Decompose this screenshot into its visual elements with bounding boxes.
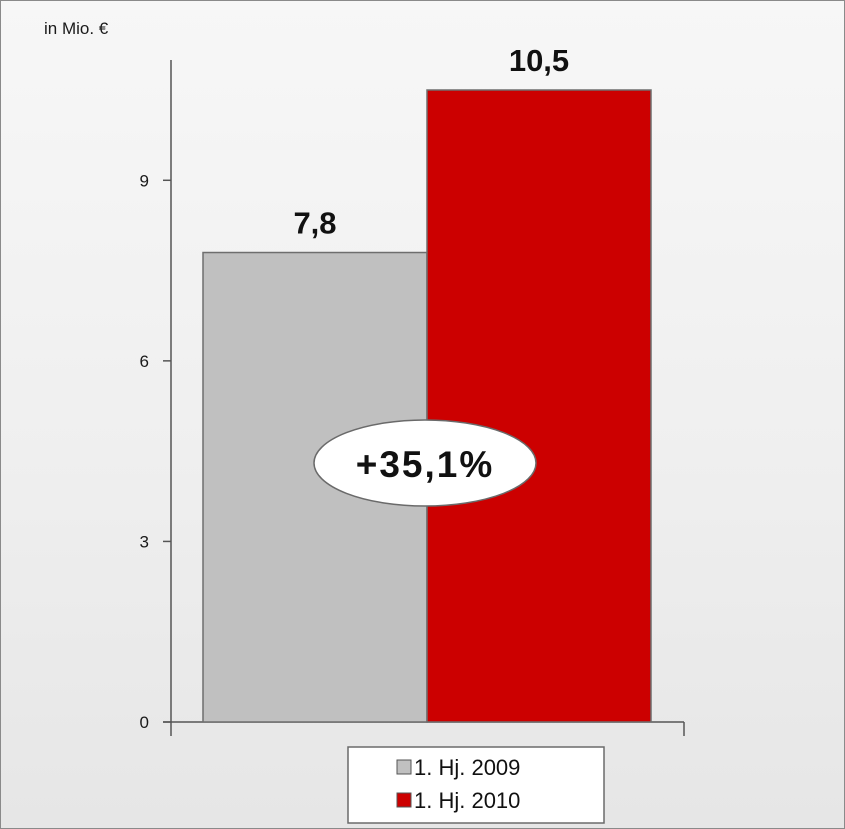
y-tick-label: 9 — [140, 171, 149, 190]
unit-label: in Mio. € — [44, 19, 109, 38]
data-label: 7,8 — [293, 206, 336, 241]
y-tick-label: 3 — [140, 532, 149, 551]
data-labels: 7,8 10,5 — [293, 43, 569, 241]
data-label: 10,5 — [509, 43, 569, 78]
legend-swatch — [396, 759, 412, 775]
y-tick-label: 0 — [140, 713, 149, 732]
legend: 1. Hj. 2009 1. Hj. 2010 — [347, 746, 605, 824]
y-tick-label: 6 — [140, 352, 149, 371]
growth-callout: +35,1% — [313, 419, 537, 507]
bar-2 — [426, 89, 652, 723]
legend-label: 1. Hj. 2010 — [414, 788, 520, 813]
growth-ellipse — [313, 419, 537, 507]
legend-box — [347, 746, 605, 824]
bars — [202, 89, 652, 723]
y-ticks: 0 3 6 9 — [140, 171, 171, 732]
growth-label: +35,1% — [356, 444, 495, 485]
legend-swatch — [396, 792, 412, 808]
legend-label: 1. Hj. 2009 — [414, 755, 520, 780]
